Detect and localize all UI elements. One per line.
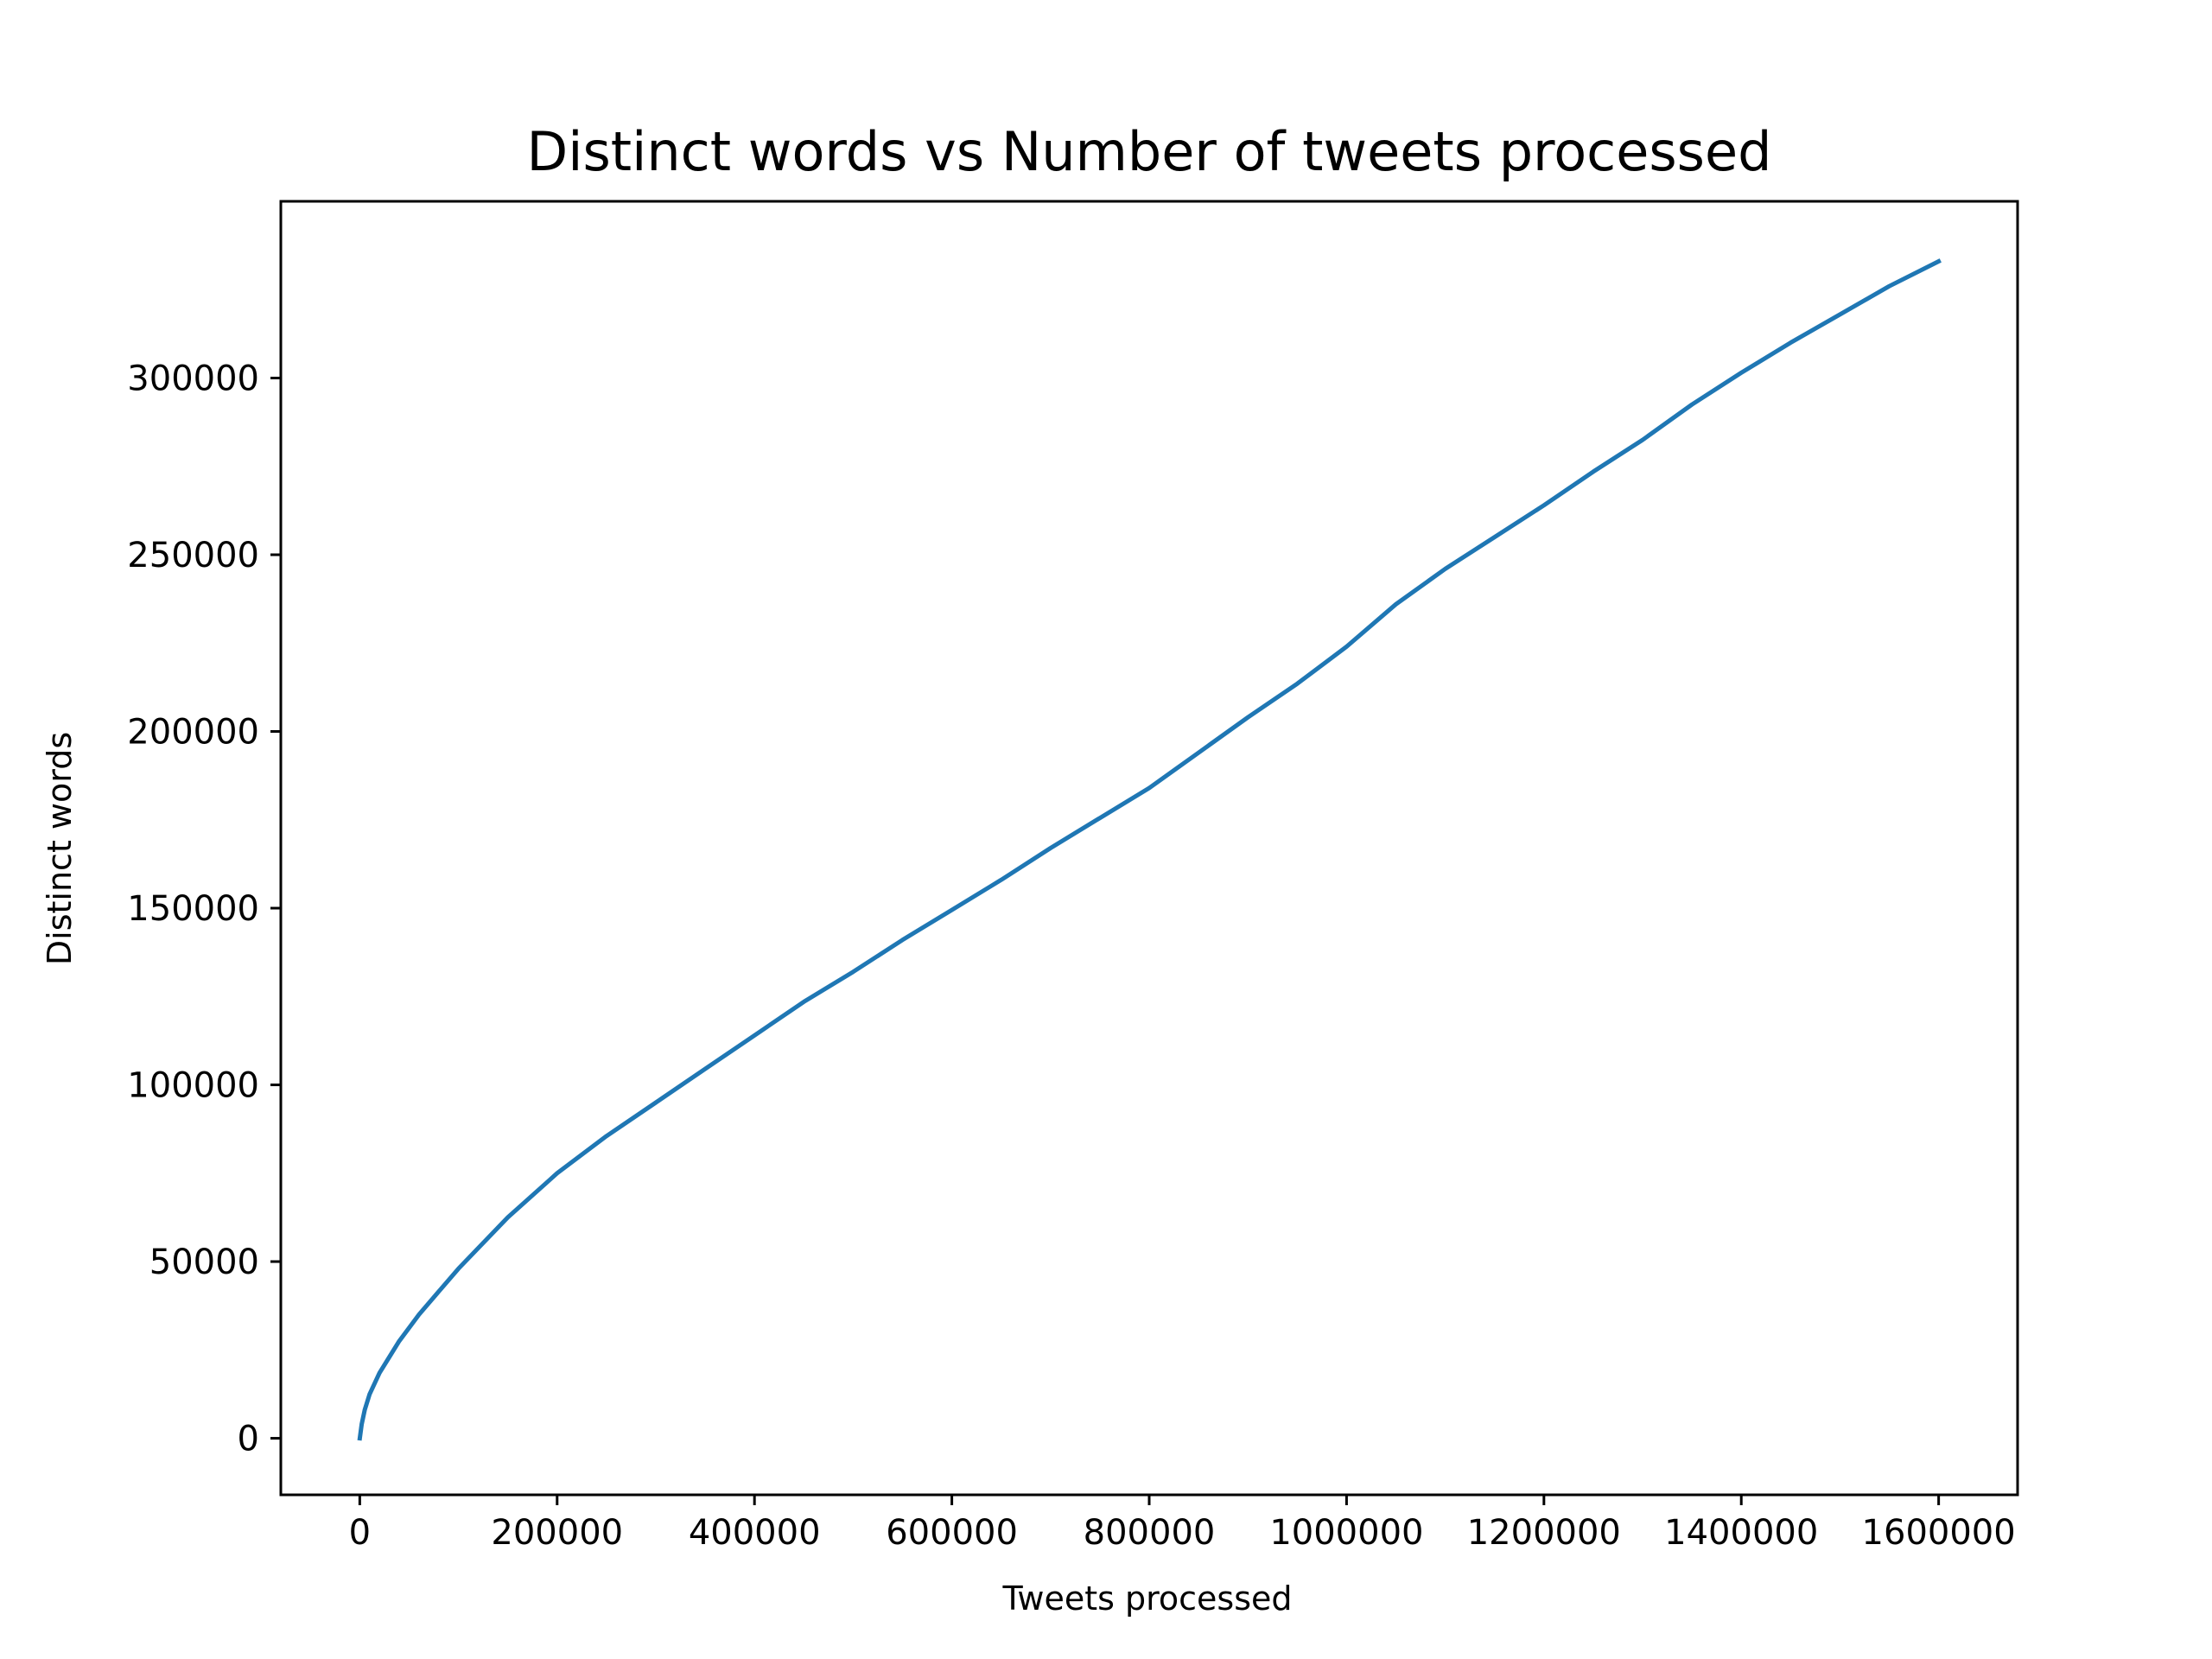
y-tick-label: 150000 [127, 889, 259, 929]
chart-title: Distinct words vs Number of tweets proce… [527, 120, 1772, 183]
y-tick-label: 200000 [127, 713, 259, 753]
x-tick-label: 1000000 [1269, 1513, 1423, 1553]
plot-frame [279, 200, 2019, 1497]
y-tick-label: 100000 [127, 1066, 259, 1106]
x-axis-label: Tweets processed [1001, 1580, 1292, 1618]
x-tick-label: 200000 [491, 1513, 623, 1553]
y-axis-label: Distinct words [41, 732, 79, 965]
y-tick-label: 0 [238, 1420, 259, 1459]
x-tick-label: 800000 [1084, 1513, 1216, 1553]
x-tick-label: 0 [349, 1513, 371, 1553]
series-line-0 [357, 258, 1942, 1441]
x-tick-label: 1200000 [1467, 1513, 1621, 1553]
y-tick-label: 50000 [149, 1243, 259, 1282]
x-tick-label: 600000 [886, 1513, 1018, 1553]
plot-area: 0 200000 400000 600000 800000 1000000 1200000 1… [127, 200, 2019, 1553]
y-tick-label: 250000 [127, 536, 259, 575]
x-tick-label: 1400000 [1664, 1513, 1818, 1553]
y-tick-label: 300000 [127, 359, 259, 399]
x-tick-label: 400000 [689, 1513, 821, 1553]
x-tick-label: 1600000 [1862, 1513, 2016, 1553]
